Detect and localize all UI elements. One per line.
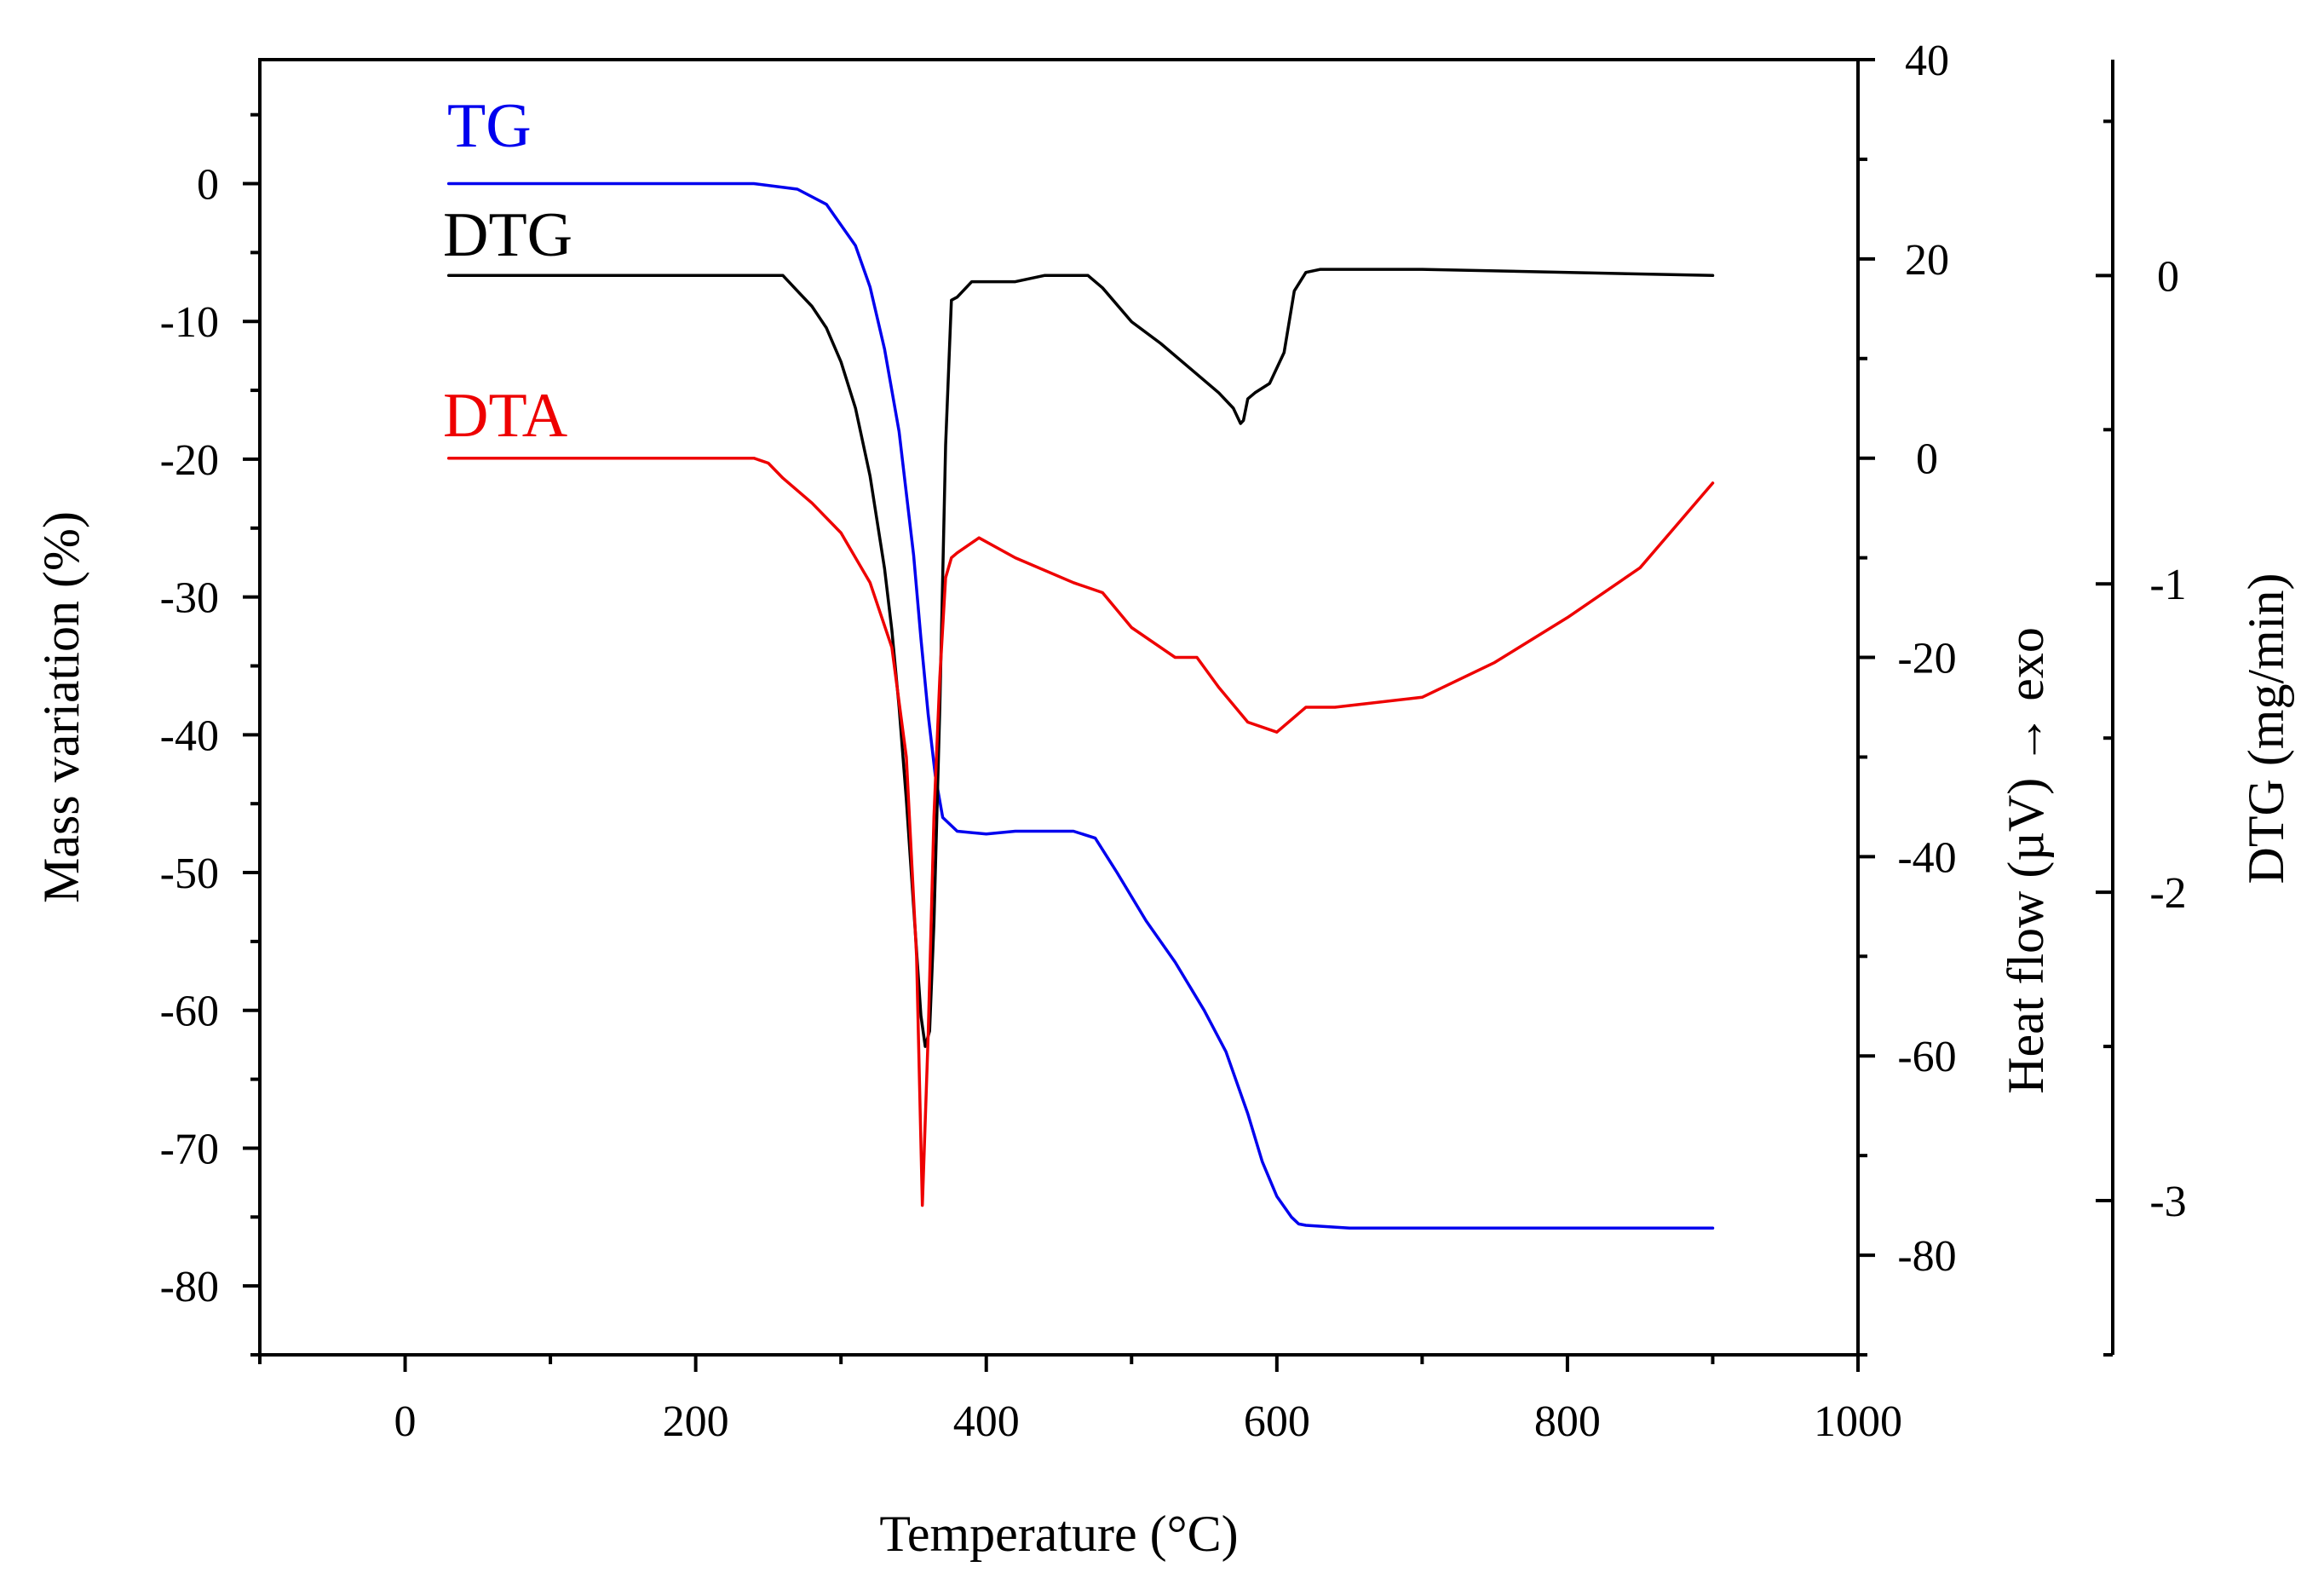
x-tick-label: 400 [953, 1397, 1020, 1446]
mass-axis-title: Mass variation (%) [33, 511, 89, 903]
heat-tick-label: 40 [1905, 37, 1949, 85]
heat-tick-label: -80 [1897, 1232, 1956, 1281]
heat-tick-label: -20 [1897, 635, 1956, 683]
mass-tick-label: 0 [197, 161, 219, 210]
mass-tick-label: -10 [160, 298, 219, 347]
mass-tick-label: -40 [160, 711, 219, 760]
tg-series-label: TG [447, 91, 532, 161]
x-tick-label: 1000 [1814, 1397, 1902, 1446]
x-tick-label: 0 [394, 1397, 417, 1446]
mass-tick-label: -70 [160, 1125, 219, 1173]
dtg-tick-label: 0 [2157, 252, 2179, 301]
dta-curve [446, 456, 1715, 1207]
x-tick-label: 600 [1244, 1397, 1310, 1446]
x-tick-label: 200 [663, 1397, 729, 1446]
dtg-tick-label: -2 [2149, 869, 2186, 918]
heat-tick-label: 0 [1916, 435, 1938, 484]
curves-layer [446, 181, 1715, 1230]
heat-axis-title: Heat flow (µV) → exo [1998, 627, 2054, 1094]
dta-series-label: DTA [443, 381, 567, 451]
dtg-series-label: DTG [443, 200, 572, 270]
x-axis-title: Temperature (°C) [879, 1506, 1238, 1562]
x-tick-label: 800 [1534, 1397, 1601, 1446]
axes-layer [243, 58, 2114, 1372]
dtg-tick-label: -1 [2149, 561, 2186, 609]
heat-tick-label: -40 [1897, 833, 1956, 882]
heat-tick-label: 20 [1905, 236, 1949, 285]
mass-tick-label: -80 [160, 1263, 219, 1311]
dtg-curve [446, 268, 1715, 1048]
mass-tick-label: -30 [160, 574, 219, 623]
mass-tick-label: -60 [160, 988, 219, 1036]
heat-tick-label: -60 [1897, 1033, 1956, 1081]
dtg-axis-title: DTG (mg/min) [2238, 573, 2294, 884]
dtg-tick-label: -3 [2149, 1178, 2186, 1226]
tg-curve [446, 181, 1715, 1230]
mass-tick-label: -20 [160, 436, 219, 485]
mass-tick-label: -50 [160, 850, 219, 898]
plot-frame [258, 58, 1860, 1357]
